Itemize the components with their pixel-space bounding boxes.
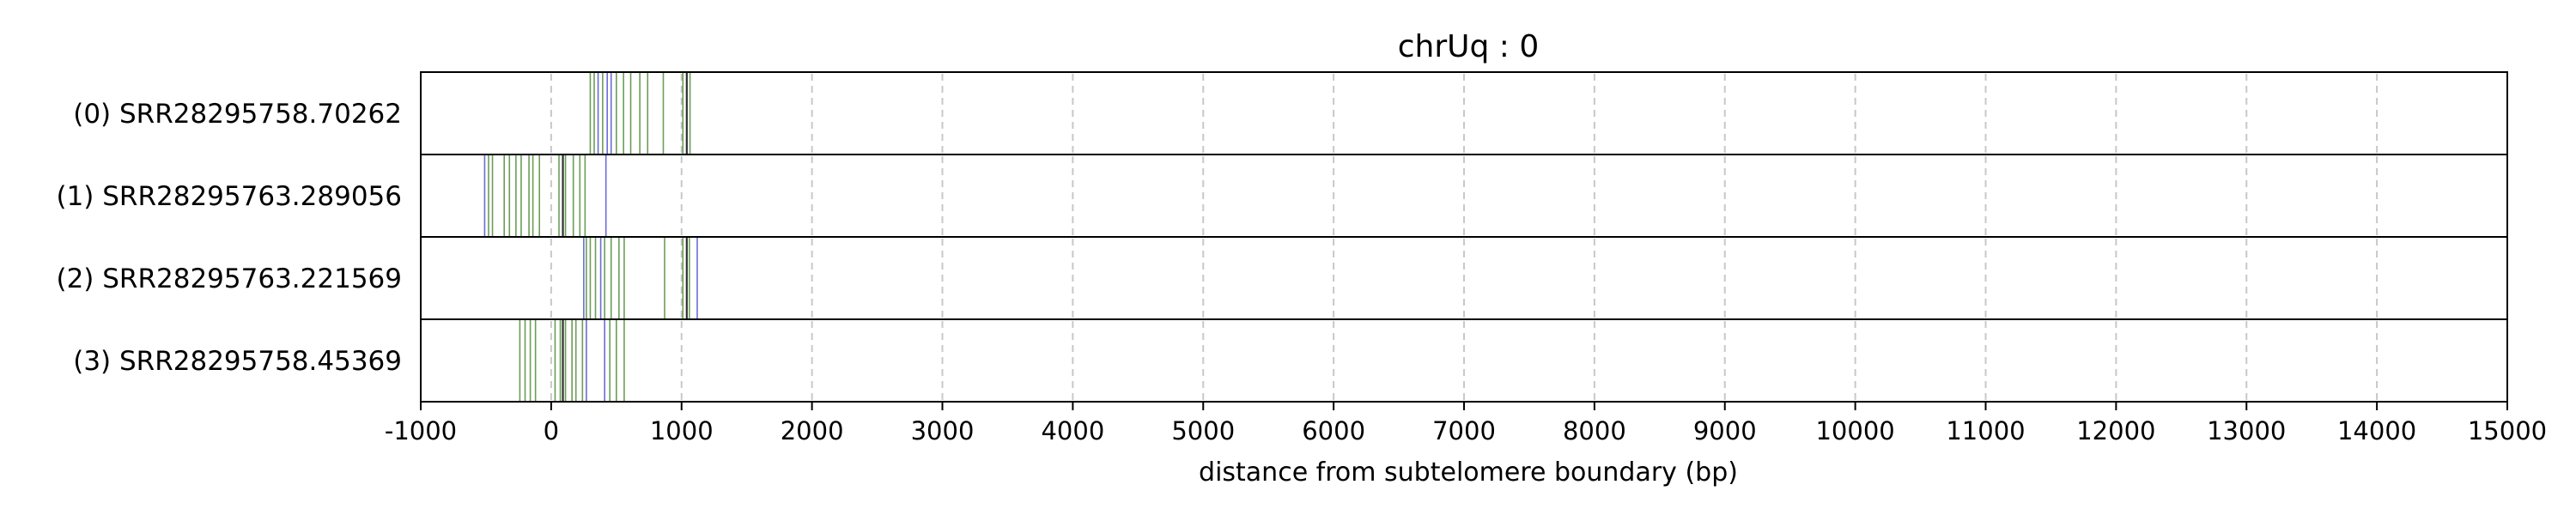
read-label: (0) SRR28295758.70262: [73, 99, 402, 130]
x-tick-label: 1000: [650, 416, 714, 445]
read-row: [583, 238, 698, 318]
grid-layer: [550, 74, 2379, 400]
x-tick-label: 5000: [1171, 416, 1235, 445]
x-tick-label: -1000: [385, 416, 457, 445]
labels-layer: (0) SRR28295758.70262 (1) SRR28295763.289…: [56, 99, 402, 377]
x-tick-label: 6000: [1302, 416, 1365, 445]
x-tick-label: 9000: [1693, 416, 1757, 445]
chart-title: chrUq : 0: [1398, 29, 1540, 64]
x-tick-label: 11000: [1946, 416, 2025, 445]
x-tick-label: 10000: [1815, 416, 1894, 445]
x-axis-label: distance from subtelomere boundary (bp): [1199, 457, 1738, 488]
frames-layer: [420, 71, 2508, 403]
read-row: [519, 320, 625, 401]
x-tick-label: 0: [544, 416, 559, 445]
read-label: (1) SRR28295763.289056: [56, 181, 402, 212]
x-tick-label: 2000: [781, 416, 844, 445]
read-label: (2) SRR28295763.221569: [56, 264, 402, 294]
read-row: [483, 155, 607, 236]
read-row: [589, 73, 691, 154]
x-tick-label: 12000: [2076, 416, 2155, 445]
x-tick-label: 8000: [1563, 416, 1626, 445]
x-axis: -1000 0 1000 2000 3000 4000 5000 6000 7000 8000 90…: [385, 402, 2547, 445]
x-tick-label: 13000: [2207, 416, 2286, 445]
read-label: (3) SRR28295758.45369: [73, 346, 402, 377]
x-tick-label: 7000: [1432, 416, 1496, 445]
x-tick-label: 4000: [1041, 416, 1104, 445]
marks-layer: [483, 73, 698, 401]
x-tick-label: 14000: [2337, 416, 2416, 445]
x-tick-label: 15000: [2468, 416, 2547, 445]
x-tick-label: 3000: [911, 416, 975, 445]
